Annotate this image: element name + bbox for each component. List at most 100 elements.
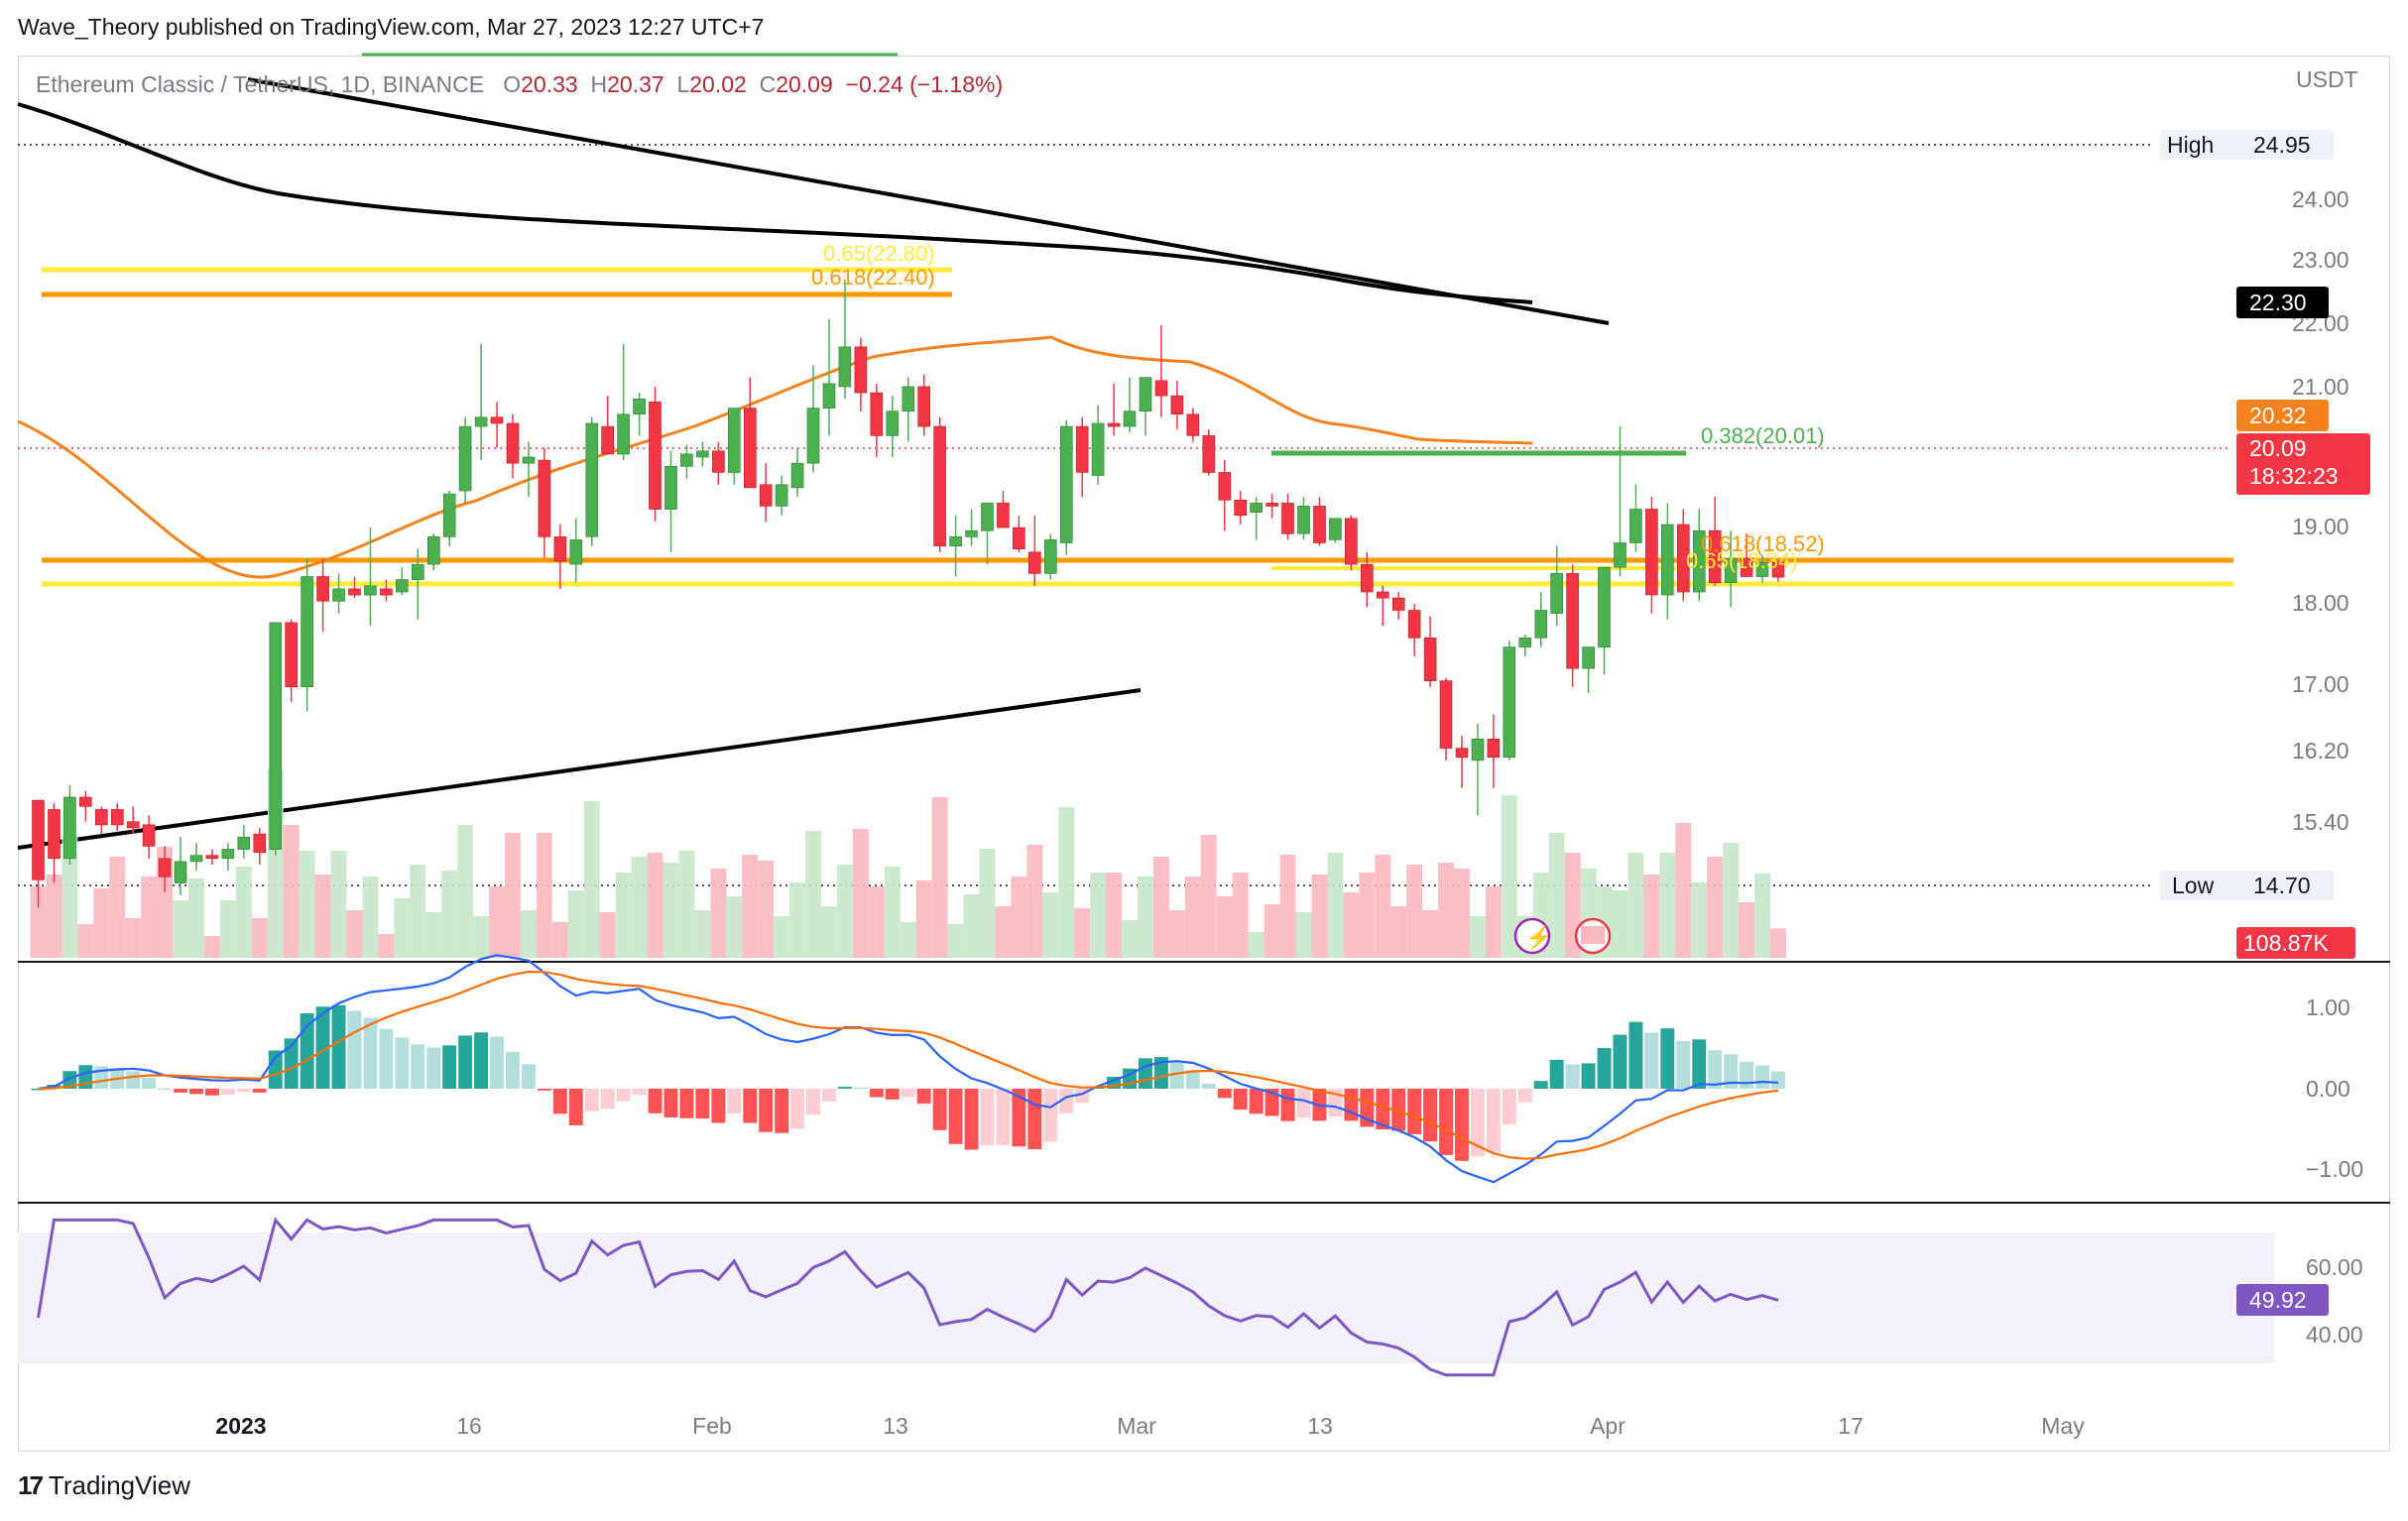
macd-histogram-bar	[252, 1089, 267, 1093]
legend-close-value: 20.09	[776, 71, 833, 97]
volume-bar	[1406, 865, 1423, 958]
last-price-tag: 20.09	[2249, 435, 2307, 461]
macd-histogram-bar	[932, 1089, 947, 1130]
candle-body	[1566, 573, 1579, 669]
volume-bar	[489, 886, 505, 958]
macd-tick-label: 1.00	[2306, 994, 2350, 1020]
volume-bar	[1470, 916, 1486, 958]
candle-body	[95, 809, 108, 826]
macd-histogram-bar	[1486, 1089, 1501, 1153]
rsi-tick-label: 40.00	[2306, 1322, 2363, 1347]
fib-lower-0618-label: 0.618(18.52)	[1701, 531, 1825, 556]
candle-body	[727, 408, 741, 473]
time-tick-label: 13	[1307, 1413, 1333, 1439]
macd-histogram-bar	[1660, 1028, 1675, 1089]
macd-histogram-bar	[158, 1088, 172, 1091]
legend-open-value: 20.33	[521, 71, 578, 97]
macd-histogram-bar	[759, 1089, 774, 1132]
volume-bar	[599, 912, 616, 958]
macd-histogram-bar	[1565, 1064, 1580, 1089]
volume-bar	[204, 936, 220, 958]
rsi-tag-bg	[2236, 1284, 2329, 1316]
volume-bar	[441, 871, 458, 958]
candle-body	[1060, 425, 1073, 543]
ma200-tag: 22.30	[2249, 290, 2307, 315]
macd-histogram-bar	[506, 1051, 520, 1089]
candle-body	[1028, 551, 1041, 574]
candle-body	[633, 398, 646, 414]
macd-histogram-bar	[363, 1017, 378, 1089]
volume-bar	[141, 877, 158, 958]
legend-low-label: L	[676, 71, 690, 97]
volume-bar	[362, 877, 379, 958]
candle-body	[1724, 557, 1738, 584]
volume-bar	[1438, 863, 1454, 958]
candle-body	[380, 588, 393, 596]
volume-bar	[868, 886, 885, 958]
candle-body	[680, 453, 693, 467]
volume-bar	[852, 829, 869, 958]
macd-histogram-bar	[1201, 1084, 1216, 1089]
price-tick-label: 21.00	[2292, 374, 2349, 400]
fib-lower-065-label: 0.65(18.34)	[1686, 548, 1798, 573]
rsi-band	[18, 1232, 2274, 1363]
candle-body	[1423, 637, 1437, 681]
macd-histogram-bar	[1471, 1089, 1485, 1157]
macd-signal-line	[38, 970, 1779, 1160]
volume-bar	[235, 867, 252, 958]
candle-body	[158, 858, 172, 878]
macd-histogram-bar	[1264, 1089, 1279, 1116]
macd-histogram-bar	[1549, 1059, 1564, 1089]
volume-bar	[551, 922, 568, 958]
volume-bar	[805, 831, 821, 958]
low-tag-value: 14.70	[2253, 873, 2311, 898]
candle-body	[822, 383, 836, 409]
fib-upper-0618-label: 0.618(22.40)	[811, 265, 935, 290]
low-tag-label: Low	[2172, 873, 2215, 898]
macd-histogram-bar	[379, 1028, 394, 1089]
macd-histogram-bar	[236, 1089, 251, 1092]
candle-body	[316, 576, 329, 602]
candle-body	[1693, 529, 1706, 593]
macd-histogram-bar	[727, 1089, 742, 1114]
macd-histogram-bar	[838, 1087, 852, 1089]
time-tick-label: 17	[1838, 1413, 1864, 1439]
macd-histogram-bar	[1644, 1032, 1659, 1089]
lightning-icon-glyph: ⚡	[1525, 925, 1552, 951]
candle-body	[174, 861, 187, 883]
price-tick-label: 23.00	[2292, 247, 2349, 273]
candle-body	[1661, 524, 1674, 596]
macd-histogram-bar	[1771, 1071, 1785, 1089]
candle-body	[949, 536, 962, 547]
candle-body	[111, 809, 124, 826]
macd-histogram-bar	[1185, 1070, 1200, 1089]
macd-histogram-bar	[663, 1089, 678, 1117]
candle-body	[79, 796, 92, 807]
macd-histogram-bar	[1154, 1057, 1168, 1089]
candle-body	[1755, 561, 1769, 577]
legend-high-label: H	[590, 71, 608, 97]
volume-bar	[1659, 853, 1676, 958]
volume-bar	[299, 851, 315, 958]
candle-body	[1329, 518, 1342, 540]
candle-body	[1518, 637, 1532, 647]
symbol-legend[interactable]: Ethereum Classic / TetherUS, 1D, BINANCE…	[36, 71, 1003, 98]
macd-histogram-bar	[537, 1089, 551, 1091]
macd-histogram-bar	[790, 1089, 804, 1129]
macd-histogram-bar	[1376, 1089, 1390, 1130]
volume-bar	[1168, 910, 1185, 958]
last-price-tag-bg	[2236, 433, 2370, 495]
volume-bar	[93, 888, 110, 958]
candle-body	[411, 563, 424, 580]
macd-histogram-bar	[775, 1089, 789, 1133]
lightning-icon	[1513, 917, 1551, 955]
candle-body	[474, 416, 488, 427]
volume-bar	[109, 857, 126, 958]
candle-body	[933, 425, 946, 546]
candle-body	[1075, 425, 1089, 473]
candle-body	[1013, 526, 1025, 549]
macd-histogram-bar	[1059, 1089, 1074, 1113]
volume-bar	[931, 797, 948, 958]
tradingview-logo[interactable]: 17 TradingView	[18, 1470, 190, 1501]
